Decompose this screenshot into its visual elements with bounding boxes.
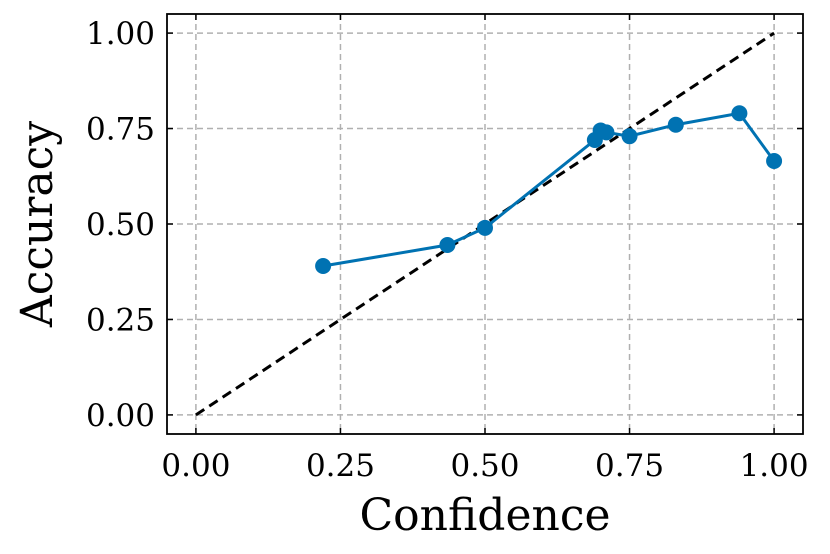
- y-tick-label: 0.50: [86, 207, 155, 243]
- y-tick-label: 0.00: [86, 398, 155, 434]
- data-point: [477, 219, 493, 236]
- data-point: [766, 153, 783, 169]
- data-point: [621, 128, 638, 145]
- data-point: [598, 124, 615, 141]
- y-tick-label: 0.25: [86, 302, 155, 338]
- axis-ticks: [167, 14, 803, 434]
- y-axis-title: Accuracy: [12, 121, 63, 328]
- perfect-calibration-line: [195, 31, 775, 417]
- plot-frame: [166, 13, 804, 435]
- x-tick-label: 1.00: [740, 448, 809, 484]
- x-axis-title: Confidence: [359, 490, 610, 541]
- grid-lines: [167, 14, 803, 434]
- x-tick-label: 0.00: [161, 448, 230, 484]
- y-tick-label: 1.00: [86, 16, 155, 52]
- data-point: [667, 116, 684, 133]
- x-tick-label: 0.50: [450, 448, 519, 484]
- x-tick-label: 0.75: [595, 448, 664, 484]
- data-point: [731, 105, 748, 122]
- series-group: [315, 105, 783, 274]
- series-line: [322, 111, 776, 268]
- x-tick-label: 0.25: [306, 448, 375, 484]
- y-tick-labels: 0.00 0.25 0.50 0.75 1.00: [86, 16, 155, 434]
- y-tick-label: 0.75: [86, 112, 155, 148]
- reference-diagonal: [195, 31, 775, 417]
- x-tick-labels: 0.00 0.25 0.50 0.75 1.00: [161, 448, 808, 484]
- data-point: [439, 237, 456, 253]
- data-point: [315, 258, 332, 274]
